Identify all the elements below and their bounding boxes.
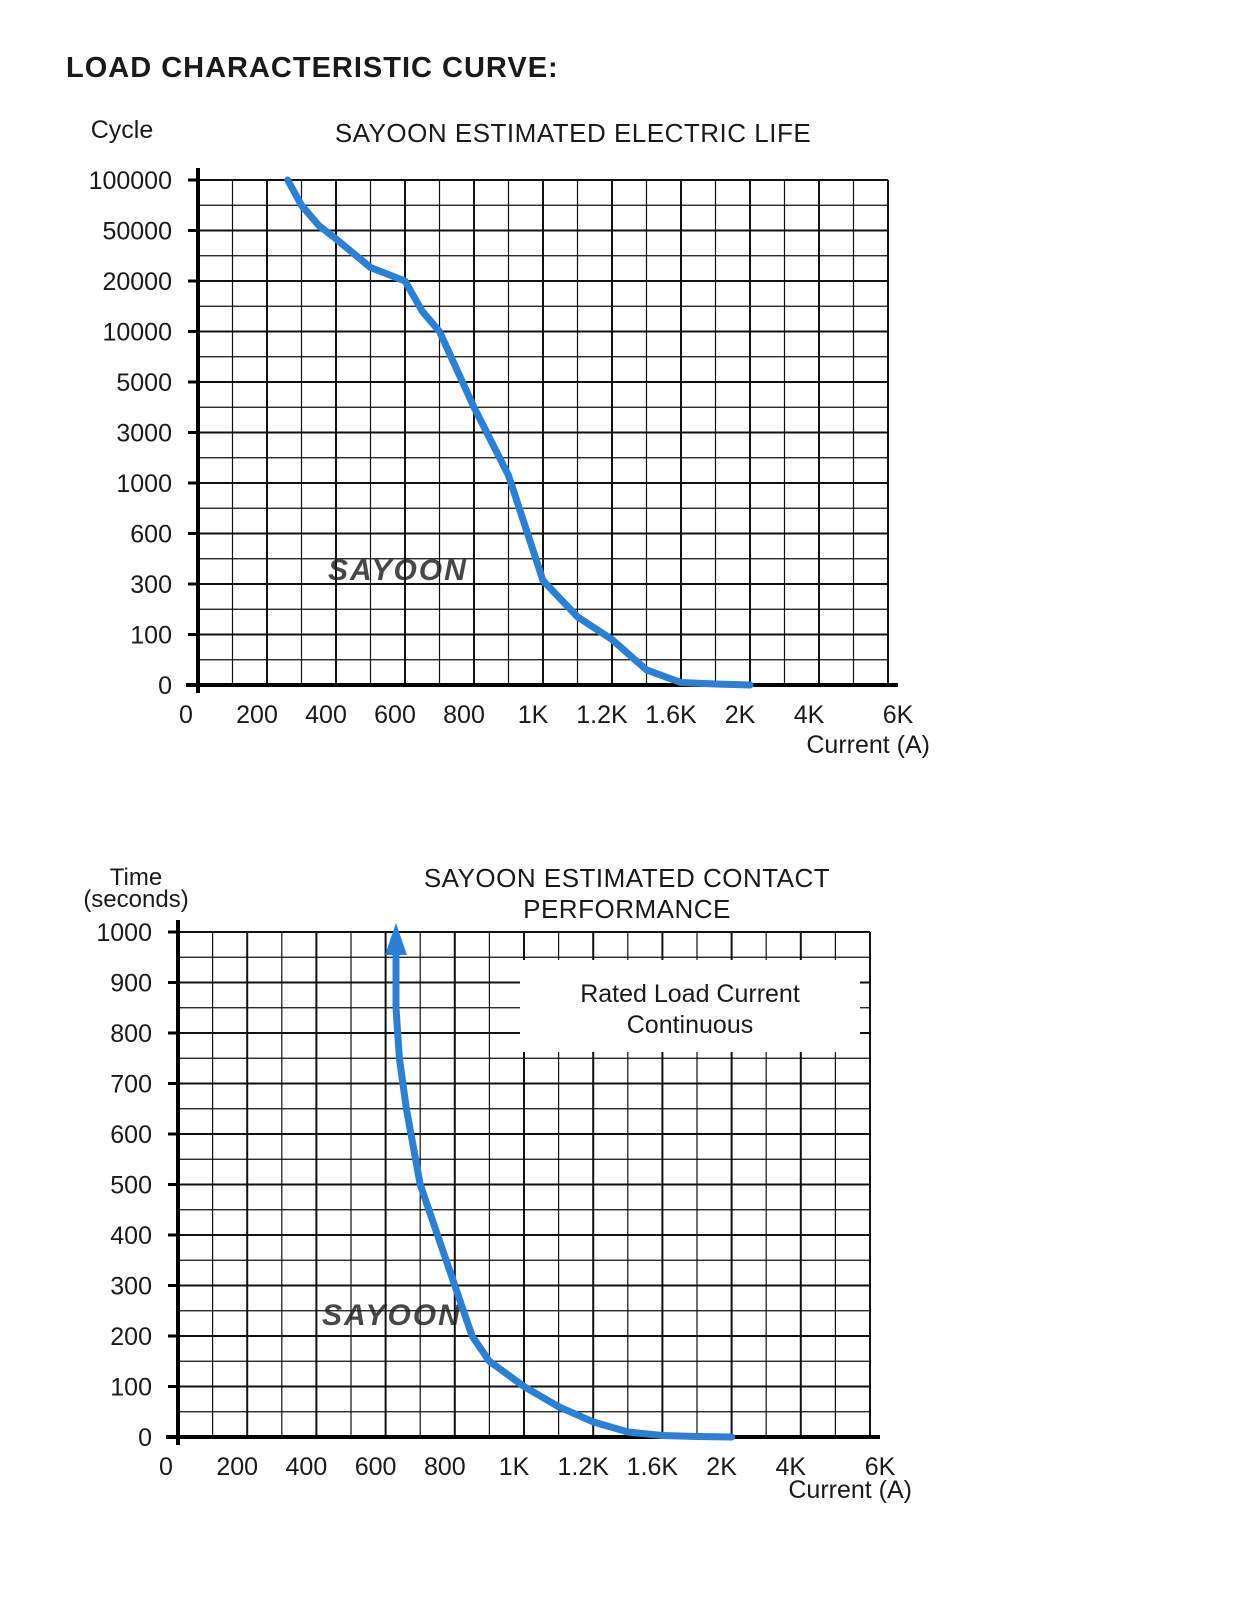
annotation-text: Rated Load Current xyxy=(580,980,800,1008)
y-tick-label: 800 xyxy=(110,1020,152,1048)
y-tick-label: 300 xyxy=(110,1273,152,1301)
x-tick-label: 1.2K xyxy=(576,701,628,729)
x-tick-label: 6K xyxy=(883,701,914,729)
y-tick-label: 50000 xyxy=(102,218,172,246)
annotation-text: Continuous xyxy=(627,1011,753,1039)
y-tick-label: 100000 xyxy=(89,167,172,195)
x-tick-label: 1.6K xyxy=(627,1453,679,1481)
y-tick-label: 5000 xyxy=(116,369,172,397)
chart-title: SAYOON ESTIMATED CONTACT xyxy=(424,863,830,893)
watermark: SAYOON xyxy=(328,554,468,587)
y-tick-label: 700 xyxy=(110,1071,152,1099)
x-tick-label: 1K xyxy=(518,701,549,729)
y-tick-label: 1000 xyxy=(96,919,152,947)
x-tick-label: 800 xyxy=(443,701,485,729)
y-tick-label: 0 xyxy=(138,1424,152,1452)
x-tick-label: 4K xyxy=(776,1453,807,1481)
x-tick-label: 0 xyxy=(179,701,193,729)
y-tick-label: 900 xyxy=(110,970,152,998)
x-tick-label: 600 xyxy=(374,701,416,729)
y-tick-label: 1000 xyxy=(116,470,172,498)
contact-performance-chart: 0 200 400 600 800 1K 1.2K 1.6K 2K 4K 6K 0 100 200 300 4… xyxy=(83,863,912,1504)
x-tick-label: 1.2K xyxy=(557,1453,609,1481)
y-axis-label: (seconds) xyxy=(83,886,188,913)
x-tick-label: 4K xyxy=(794,701,825,729)
x-tick-label: 400 xyxy=(286,1453,328,1481)
y-tick-label: 600 xyxy=(130,521,172,549)
x-tick-label: 800 xyxy=(424,1453,466,1481)
y-tick-label: 300 xyxy=(130,571,172,599)
chart-title: SAYOON ESTIMATED ELECTRIC LIFE xyxy=(335,118,811,148)
y-tick-label: 600 xyxy=(110,1121,152,1149)
y-tick-label: 10000 xyxy=(102,319,172,347)
electric-life-chart: 0 200 400 600 800 1K 1.2K 1.6K 2K 4K 6K 0 100 300 600 1… xyxy=(89,116,930,759)
y-tick-label: 20000 xyxy=(102,268,172,296)
y-axis-label: Cycle xyxy=(91,116,154,144)
chart-title: PERFORMANCE xyxy=(523,894,731,924)
x-tick-label: 200 xyxy=(236,701,278,729)
arrow-head xyxy=(384,923,407,956)
series-line xyxy=(392,933,736,1441)
y-tick-label: 400 xyxy=(110,1222,152,1250)
x-tick-label: 400 xyxy=(305,701,347,729)
x-tick-label: 2K xyxy=(725,701,756,729)
x-tick-label: 2K xyxy=(706,1453,737,1481)
x-tick-label: 200 xyxy=(216,1453,258,1481)
series-line xyxy=(284,176,754,689)
y-tick-label: 100 xyxy=(130,622,172,650)
y-tick-label: 200 xyxy=(110,1323,152,1351)
x-tick-label: 600 xyxy=(355,1453,397,1481)
page-heading: LOAD CHARACTERISTIC CURVE: xyxy=(66,52,559,84)
y-tick-label: 0 xyxy=(158,672,172,700)
x-axis-label: Current (A) xyxy=(788,1476,912,1504)
y-tick-label: 100 xyxy=(110,1374,152,1402)
x-tick-label: 0 xyxy=(159,1453,173,1481)
y-tick-label: 3000 xyxy=(116,420,172,448)
x-tick-label: 6K xyxy=(865,1453,896,1481)
annotation-box xyxy=(520,960,860,1052)
y-tick-label: 500 xyxy=(110,1172,152,1200)
watermark: SAYOON xyxy=(322,1299,462,1332)
x-tick-label: 1.6K xyxy=(645,701,697,729)
x-axis-label: Current (A) xyxy=(806,731,930,759)
y-axis-label: Time xyxy=(110,864,162,891)
x-tick-label: 1K xyxy=(499,1453,530,1481)
